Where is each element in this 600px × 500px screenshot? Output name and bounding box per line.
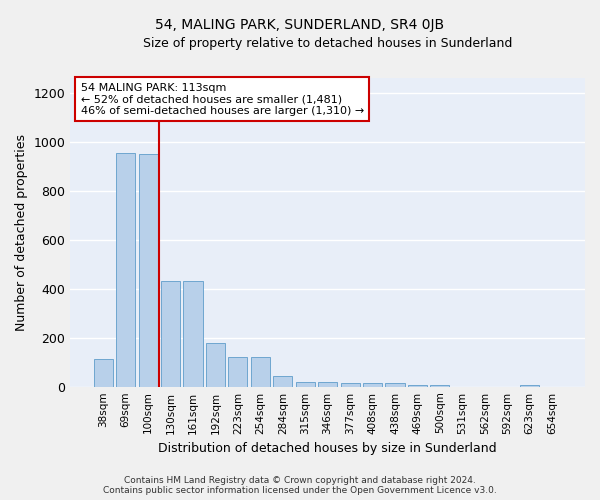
Bar <box>251 358 270 386</box>
Text: 54 MALING PARK: 113sqm
← 52% of detached houses are smaller (1,481)
46% of semi-: 54 MALING PARK: 113sqm ← 52% of detached… <box>80 82 364 116</box>
Bar <box>229 358 247 386</box>
X-axis label: Distribution of detached houses by size in Sunderland: Distribution of detached houses by size … <box>158 442 497 455</box>
Title: Size of property relative to detached houses in Sunderland: Size of property relative to detached ho… <box>143 38 512 51</box>
Bar <box>206 342 225 386</box>
Bar <box>184 282 203 387</box>
Bar <box>385 383 404 386</box>
Bar <box>341 383 359 386</box>
Bar <box>408 384 427 386</box>
Bar <box>116 153 135 386</box>
Text: 54, MALING PARK, SUNDERLAND, SR4 0JB: 54, MALING PARK, SUNDERLAND, SR4 0JB <box>155 18 445 32</box>
Text: Contains HM Land Registry data © Crown copyright and database right 2024.
Contai: Contains HM Land Registry data © Crown c… <box>103 476 497 495</box>
Bar <box>318 382 337 386</box>
Bar <box>363 383 382 386</box>
Bar <box>94 358 113 386</box>
Bar <box>520 384 539 386</box>
Bar <box>430 384 449 386</box>
Bar <box>296 382 315 386</box>
Y-axis label: Number of detached properties: Number of detached properties <box>15 134 28 331</box>
Bar <box>139 154 158 386</box>
Bar <box>273 376 292 386</box>
Bar <box>161 282 180 387</box>
